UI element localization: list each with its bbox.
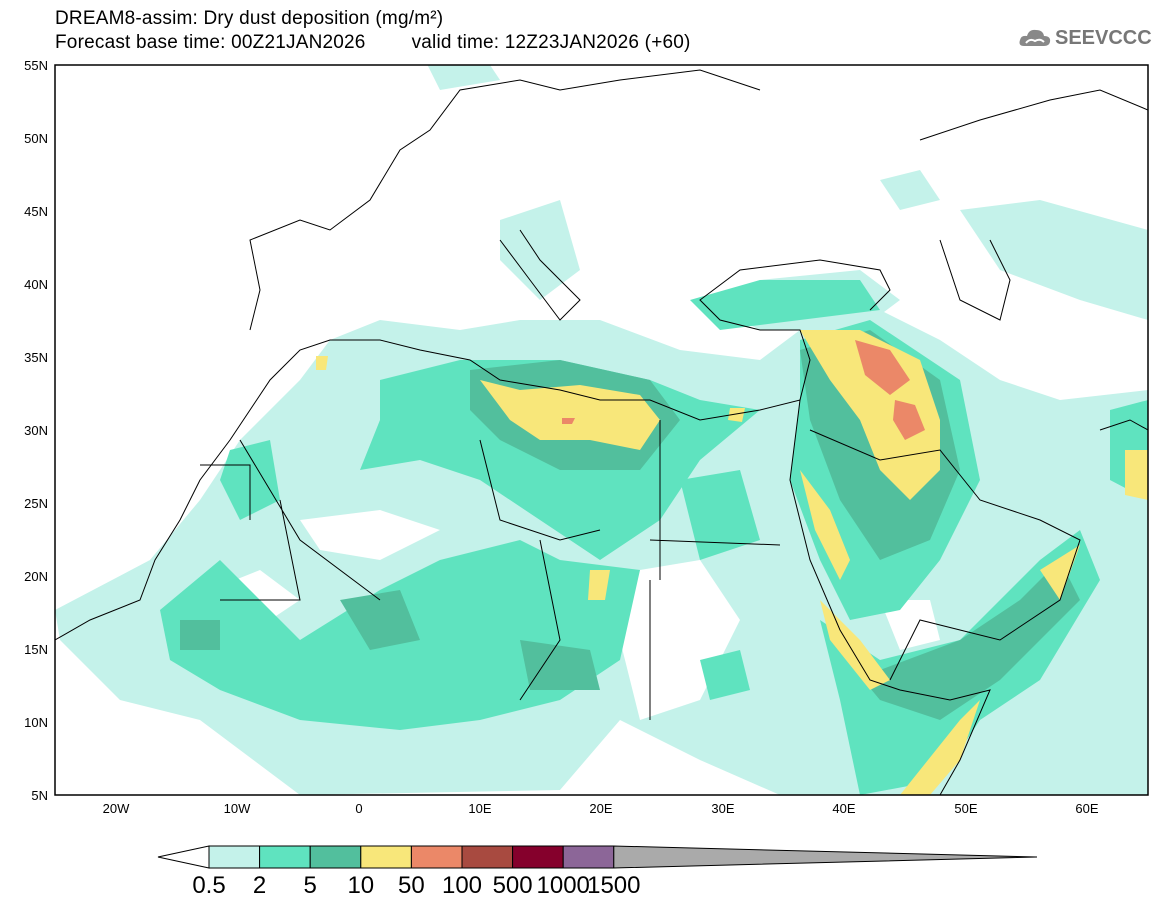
lon-label: 60E	[1075, 801, 1098, 816]
cloud-icon	[1019, 29, 1051, 46]
lon-label: 10E	[468, 801, 491, 816]
lat-label: 35N	[24, 350, 48, 365]
lon-label: 20E	[589, 801, 612, 816]
colorbar-swatch	[512, 845, 564, 869]
colorbar-label: 500	[493, 872, 533, 899]
lat-label: 25N	[24, 496, 48, 511]
colorbar-swatch	[562, 845, 615, 869]
logo-text: SEEVCCC	[1055, 26, 1152, 49]
lat-label: 30N	[24, 423, 48, 438]
lon-label: 40E	[832, 801, 855, 816]
lat-label: 15N	[24, 642, 48, 657]
colorbar-label: 0.5	[192, 872, 225, 899]
map-frame	[54, 64, 1149, 796]
lon-label: 0	[355, 801, 362, 816]
lat-label: 55N	[24, 58, 48, 73]
map-title: DREAM8-assim: Dry dust deposition (mg/m²…	[55, 8, 444, 29]
colorbar-swatch	[259, 845, 311, 869]
forecast-times: Forecast base time: 00Z21JAN2026 valid ti…	[55, 32, 691, 54]
lat-axis: 55N 50N 45N 40N 35N 30N 25N 20N 15N 10N …	[24, 58, 48, 803]
base-time: Forecast base time: 00Z21JAN2026	[55, 32, 366, 53]
lon-label: 20W	[103, 801, 130, 816]
colorbar-over-arrow	[613, 845, 1038, 869]
colorbar-swatch	[208, 845, 261, 869]
valid-time: valid time: 12Z23JAN2026 (+60)	[411, 32, 691, 53]
lon-label: 10W	[224, 801, 251, 816]
lon-label: 50E	[954, 801, 977, 816]
lat-label: 20N	[24, 569, 48, 584]
lat-label: 10N	[24, 715, 48, 730]
colorbar-under-arrow	[157, 845, 210, 869]
colorbar-swatch	[309, 845, 362, 869]
colorbar-label: 5	[304, 872, 317, 899]
dust-fields	[55, 65, 1148, 795]
colorbar-label: 1000	[537, 872, 590, 899]
lat-label: 40N	[24, 277, 48, 292]
colorbar-label: 10	[347, 872, 374, 899]
colorbar-swatch	[410, 845, 463, 869]
colorbar-label: 50	[398, 872, 425, 899]
colorbar-label: 2	[253, 872, 266, 899]
lat-label: 45N	[24, 204, 48, 219]
seevccc-logo: SEEVCCC	[1018, 26, 1152, 50]
coastlines	[55, 69, 1148, 795]
colorbar-label: 1500	[587, 872, 640, 899]
lon-axis: 20W 10W 0 10E 20E 30E 40E 50E 60E	[103, 801, 1099, 816]
colorbar-swatch	[461, 845, 514, 869]
lat-label: 50N	[24, 131, 48, 146]
colorbar-swatch	[360, 845, 412, 869]
colorbar-label: 100	[442, 872, 482, 899]
lat-label: 5N	[31, 788, 48, 803]
lon-label: 30E	[711, 801, 734, 816]
